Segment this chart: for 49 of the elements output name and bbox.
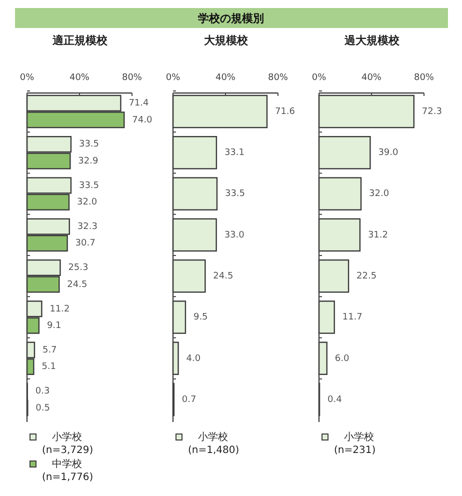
legend-label: 小学校 (n=231) — [334, 431, 376, 456]
x-tick-label: 80% — [122, 73, 142, 83]
chart-title: 過大規模校 — [344, 34, 400, 47]
data-label: 32.0 — [77, 198, 98, 208]
data-label: 32.9 — [78, 156, 98, 166]
text: 学校の規模別 — [198, 12, 264, 25]
data-label: 30.7 — [75, 238, 96, 249]
data-label: 11.2 — [50, 304, 70, 314]
data-label: 33.5 — [78, 180, 100, 191]
x-tick-label: 80% — [414, 73, 434, 83]
data-label: 33.1 — [224, 148, 244, 158]
data-label: 0.3 — [35, 386, 50, 397]
x-tick-label: 40% — [215, 73, 236, 83]
data-label: 0.5 — [36, 403, 50, 414]
data-label: 74.0 — [132, 115, 152, 126]
data-label: 32.0 — [369, 189, 390, 200]
x-tick-label: 0% — [312, 73, 327, 83]
data-label: 9.5 — [193, 312, 208, 323]
data-label: 11.7 — [342, 312, 362, 323]
data-label: 71.6 — [274, 106, 296, 117]
data-label: 5.1 — [42, 362, 56, 372]
data-label: 24.5 — [213, 272, 234, 282]
chart-title: 適正規模校 — [52, 34, 108, 47]
chart-title: 大規模校 — [204, 34, 249, 47]
data-label: 39.0 — [378, 148, 398, 158]
data-label: 33.0 — [224, 230, 245, 240]
legend-label: 小学校 (n=3,729) — [42, 431, 94, 456]
x-tick-label: 40% — [361, 73, 382, 83]
data-label: 33.5 — [78, 140, 100, 150]
legend-label: 小学校 (n=1,480) — [188, 431, 240, 456]
data-label: 71.4 — [128, 98, 150, 109]
x-tick-label: 0% — [166, 73, 181, 83]
data-label: 31.2 — [368, 230, 388, 240]
legend-label: 中学校 (n=1,776) — [42, 458, 94, 483]
data-label: 5.7 — [42, 345, 57, 356]
data-label: 9.1 — [46, 321, 62, 332]
data-label: 72.3 — [422, 106, 442, 117]
x-tick-label: 80% — [268, 73, 288, 83]
data-label: 22.5 — [356, 272, 377, 282]
data-label: 6.0 — [334, 354, 350, 364]
data-label: 0.4 — [328, 394, 342, 405]
data-label: 32.3 — [77, 222, 98, 232]
data-label: 0.7 — [182, 394, 196, 405]
x-tick-label: 40% — [69, 73, 90, 83]
data-label: 25.3 — [68, 263, 88, 274]
data-label: 33.5 — [224, 189, 246, 200]
data-label: 24.5 — [67, 280, 88, 290]
data-label: 4.0 — [186, 354, 201, 364]
x-tick-label: 0% — [20, 73, 35, 83]
